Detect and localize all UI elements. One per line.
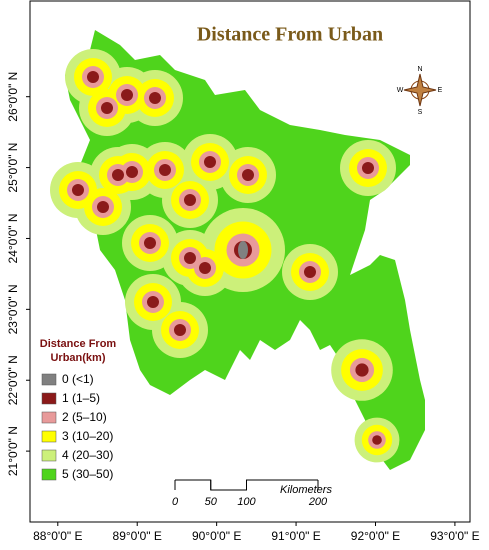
compass-n: N (417, 66, 422, 73)
compass-w: W (397, 87, 404, 94)
legend-label: 2 (5–10) (62, 410, 107, 424)
buffer-ring (174, 324, 186, 336)
lon-tick-label: 93°0'0" E (430, 529, 479, 543)
buffer-ring (372, 435, 382, 445)
buffer-ring (126, 166, 138, 178)
scale-label: 100 (237, 496, 256, 508)
lon-tick-label: 91°0'0" E (271, 529, 320, 543)
legend-swatch (41, 392, 57, 405)
scale-label: 200 (308, 496, 328, 508)
legend-title: Distance From (40, 338, 117, 350)
compass: N S W E (397, 66, 443, 116)
buffer-ring (184, 194, 196, 206)
legend-label: 3 (10–20) (62, 429, 113, 443)
legend-label: 0 (<1) (62, 372, 94, 386)
legend-swatch (41, 468, 57, 481)
compass-e: E (438, 87, 443, 94)
buffer-ring (147, 296, 159, 308)
legend-title: Urban(km) (50, 352, 105, 364)
legend: Distance From Urban(km) 0 (<1) 1 (1–5) 2 (… (40, 338, 117, 481)
scale-unit: Kilometers (280, 484, 332, 496)
buffer-ring (199, 262, 211, 274)
scale-line (175, 479, 318, 491)
lon-tick-label: 89°0'0" E (113, 529, 162, 543)
buffer-ring (204, 156, 216, 168)
buffer-ring (149, 92, 161, 104)
buffer-ring (304, 266, 316, 278)
lat-tick-label: 24°0'0" N (6, 213, 20, 263)
buffer-ring (144, 237, 156, 249)
buffer-ring (87, 71, 99, 83)
buffer-ring (242, 169, 254, 181)
legend-swatch (41, 449, 57, 462)
buffer-ring (97, 201, 109, 213)
buffer-ring (72, 184, 84, 196)
legend-swatch (41, 411, 57, 424)
lat-tick-label: 22°0'0" N (6, 355, 20, 405)
lon-tick-label: 88°0'0" E (33, 529, 82, 543)
scale-label: 0 (172, 496, 179, 508)
compass-star (403, 73, 437, 107)
legend-label: 1 (1–5) (62, 391, 100, 405)
legend-label: 5 (30–50) (62, 467, 113, 481)
buffer-ring (362, 162, 374, 174)
lat-tick-label: 26°0'0" N (6, 72, 20, 122)
legend-swatch (41, 373, 57, 386)
lat-tick-label: 21°0'0" N (6, 426, 20, 476)
buffer-ring (112, 169, 124, 181)
buffer-ring (184, 252, 196, 264)
lat-tick-label: 25°0'0" N (6, 143, 20, 193)
lon-tick-label: 92°0'0" E (351, 529, 400, 543)
buffer-ring (101, 102, 113, 114)
buffer-ring (121, 89, 133, 101)
buffer-ring (355, 363, 369, 377)
map-title: Distance From Urban (197, 24, 383, 46)
scale-bar: Kilometers 0 50 100 200 (172, 479, 332, 508)
legend-label: 4 (20–30) (62, 448, 113, 462)
legend-swatch (41, 430, 57, 443)
urban-core (238, 241, 248, 259)
compass-s: S (418, 109, 423, 116)
buffer-ring (159, 164, 171, 176)
scale-label: 50 (205, 496, 218, 508)
lat-tick-label: 23°0'0" N (6, 284, 20, 334)
lon-tick-label: 90°0'0" E (192, 529, 241, 543)
urban-buffers (50, 49, 400, 463)
